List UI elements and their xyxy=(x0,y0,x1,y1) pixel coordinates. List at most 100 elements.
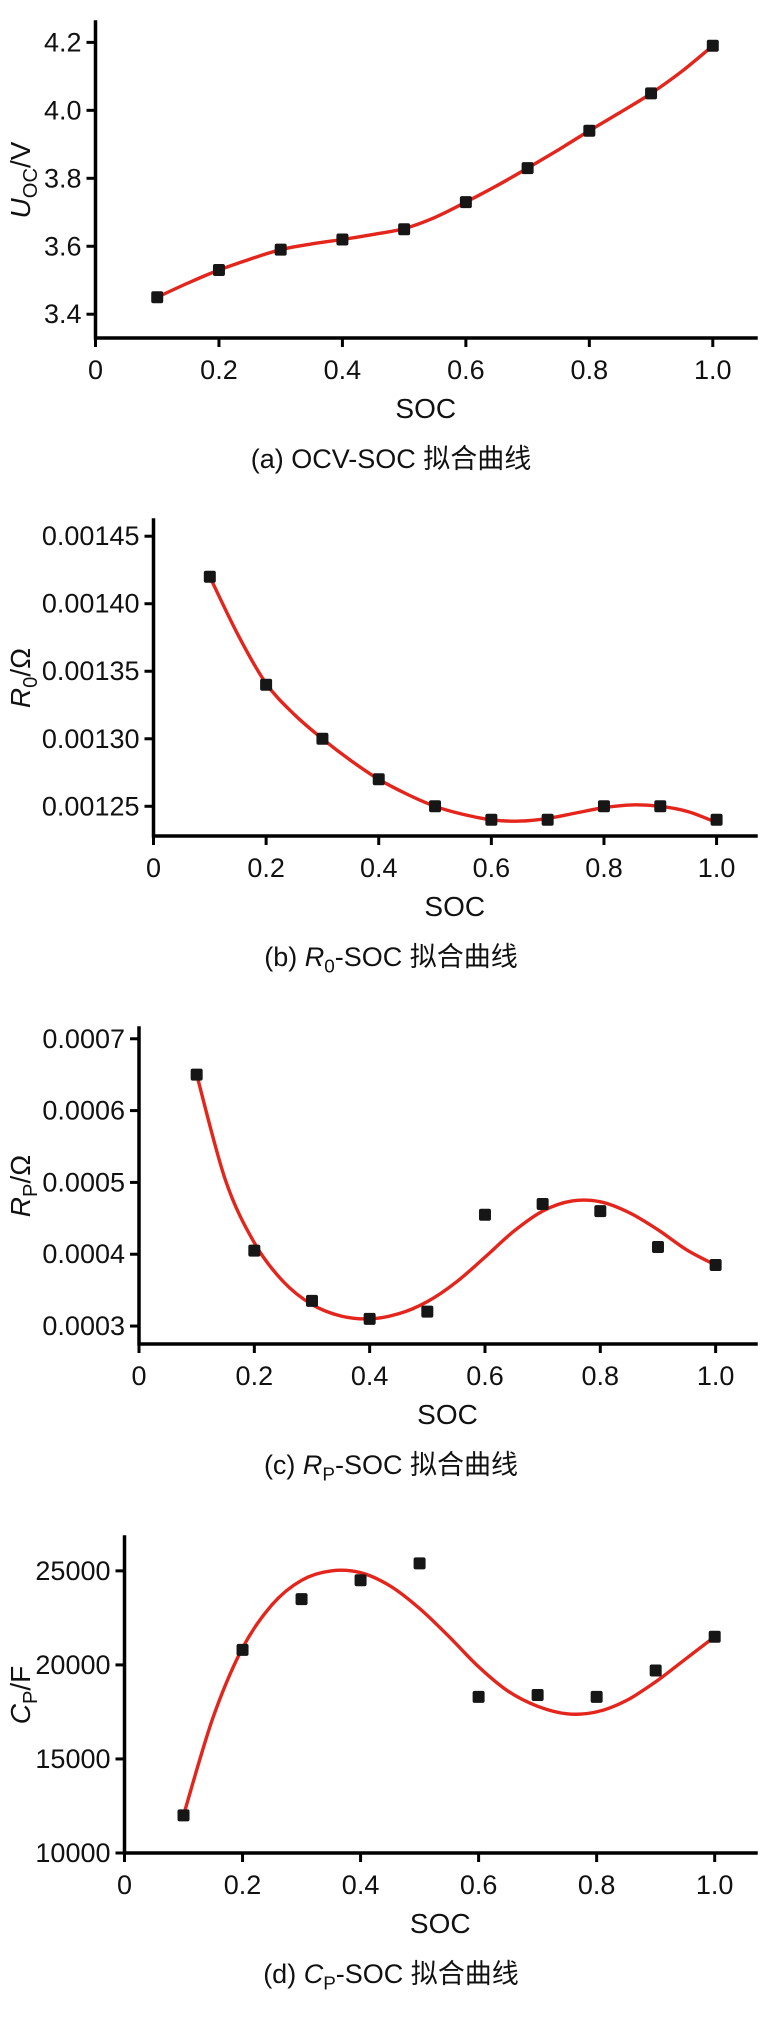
y-tick-label: 0.0004 xyxy=(42,1240,125,1270)
data-point xyxy=(485,813,498,826)
x-tick-label: 0.6 xyxy=(473,853,511,883)
y-tick-label: 0.00130 xyxy=(42,724,140,754)
data-point xyxy=(151,291,164,304)
data-point xyxy=(597,800,610,813)
x-tick-label: 0.2 xyxy=(236,1361,274,1391)
data-point xyxy=(536,1198,549,1211)
x-tick-label: 0.2 xyxy=(224,1870,262,1900)
y-axis-label: R0/Ω xyxy=(5,648,42,708)
data-point xyxy=(421,1306,434,1319)
data-points xyxy=(151,39,719,304)
y-tick-label: 4.0 xyxy=(44,95,82,125)
panel-d: 0 0.2 0.4 0.6 0.8 1.0 10000 15000 20000 25000 SOC C… xyxy=(0,1521,782,2001)
x-axis-ticks: 0 0.2 0.4 0.6 0.8 1.0 xyxy=(117,1852,733,1900)
y-tick-label: 25000 xyxy=(35,1556,110,1586)
data-point xyxy=(248,1245,261,1258)
data-points xyxy=(203,570,723,826)
x-axis-label: SOC xyxy=(417,1399,478,1430)
data-point xyxy=(594,1205,607,1218)
x-axis-label: SOC xyxy=(424,891,485,922)
x-tick-label: 0.6 xyxy=(466,1361,504,1391)
y-tick-label: 0.0006 xyxy=(42,1096,125,1126)
data-point xyxy=(354,1574,367,1587)
chart-ocv-soc: 0 0.2 0.4 0.6 0.8 1.0 3.4 3.6 3.8 4.0 4.2 SOC UOC/V xyxy=(5,20,758,424)
data-point xyxy=(521,162,534,175)
y-tick-label: 3.8 xyxy=(44,163,82,193)
data-point xyxy=(212,264,225,277)
y-tick-label: 15000 xyxy=(35,1744,110,1774)
y-tick-label: 0.00135 xyxy=(42,656,140,686)
y-axis-ticks: 10000 15000 20000 25000 xyxy=(35,1556,125,1868)
chart-rp-soc: 0 0.2 0.4 0.6 0.8 1.0 0.0003 0.0004 0.0005 0.0006… xyxy=(5,1024,758,1430)
panel-c: 0 0.2 0.4 0.6 0.8 1.0 0.0003 0.0004 0.0005 0.0006… xyxy=(0,1012,782,1492)
x-tick-label: 0.4 xyxy=(324,355,362,385)
x-tick-label: 0.4 xyxy=(342,1870,380,1900)
data-point xyxy=(316,732,329,745)
y-axis-ticks: 0.00125 0.00130 0.00135 0.00140 0.00145 xyxy=(42,521,154,821)
fit-curve xyxy=(181,1568,717,1817)
panel-a: 0 0.2 0.4 0.6 0.8 1.0 3.4 3.6 3.8 4.0 4.2 SOC UOC/V … xyxy=(0,6,782,476)
data-point xyxy=(236,1643,249,1656)
panel-b: 0 0.2 0.4 0.6 0.8 1.0 0.00125 0.00130 0.00135 0.0… xyxy=(0,504,782,984)
x-axis-label: SOC xyxy=(410,1908,471,1939)
data-point xyxy=(590,1690,603,1703)
fit-curve xyxy=(208,575,719,825)
caption-d: (d) CP-SOC 拟合曲线 xyxy=(263,1958,519,1995)
data-point xyxy=(541,813,554,826)
data-point xyxy=(459,196,472,209)
x-tick-label: 1.0 xyxy=(698,853,736,883)
data-point xyxy=(177,1809,190,1822)
chart-cp-soc: 0 0.2 0.4 0.6 0.8 1.0 10000 15000 20000 25000 SOC C… xyxy=(5,1535,758,1939)
data-point xyxy=(649,1664,662,1677)
x-tick-label: 0.8 xyxy=(578,1870,616,1900)
fit-curve xyxy=(195,1073,718,1322)
data-point xyxy=(398,223,411,236)
data-point xyxy=(203,570,216,583)
chart-r0-soc: 0 0.2 0.4 0.6 0.8 1.00.001250.001300.001350.0… xyxy=(5,518,758,922)
data-point xyxy=(583,124,596,137)
data-point xyxy=(429,800,442,813)
x-tick-label: 0 xyxy=(146,853,161,883)
y-tick-label: 3.4 xyxy=(44,299,82,329)
y-axis-label: CP/F xyxy=(5,1665,42,1724)
y-tick-label: 0.0005 xyxy=(42,1168,125,1198)
data-point xyxy=(260,678,273,691)
data-point xyxy=(363,1313,376,1326)
fit-curve xyxy=(155,44,715,299)
data-point xyxy=(190,1069,203,1082)
x-axis-ticks: 0 0.2 0.4 0.6 0.8 1.0 xyxy=(131,1344,734,1391)
x-tick-label: 0.6 xyxy=(447,355,485,385)
x-tick-label: 0.2 xyxy=(200,355,238,385)
x-tick-label: 0.8 xyxy=(585,853,623,883)
data-point xyxy=(651,1241,664,1254)
y-tick-label: 3.6 xyxy=(44,231,82,261)
data-point xyxy=(645,87,658,100)
y-axis-ticks: 3.4 3.6 3.8 4.0 4.2 xyxy=(44,27,96,329)
x-tick-label: 0.2 xyxy=(247,853,285,883)
data-point xyxy=(413,1557,426,1570)
x-tick-label: 0 xyxy=(117,1870,132,1900)
data-points xyxy=(177,1557,721,1822)
y-tick-label: 0.00125 xyxy=(42,791,140,821)
x-tick-label: 0.6 xyxy=(460,1870,498,1900)
y-tick-label: 0.00140 xyxy=(42,589,140,619)
caption-b: (b) R0-SOC 拟合曲线 xyxy=(264,942,518,978)
x-tick-label: 0.8 xyxy=(582,1361,620,1391)
y-tick-label: 10000 xyxy=(35,1838,110,1868)
y-tick-label: 0.0007 xyxy=(42,1024,125,1054)
x-tick-label: 1.0 xyxy=(694,355,732,385)
x-axis-label: SOC xyxy=(395,393,456,424)
x-tick-label: 0 xyxy=(131,1361,146,1391)
data-point xyxy=(478,1209,491,1222)
data-point xyxy=(336,233,349,246)
axes xyxy=(93,20,758,340)
x-axis-ticks: 0 0.2 0.4 0.6 0.8 1.0 xyxy=(146,836,735,883)
y-axis-label: RP/Ω xyxy=(5,1155,42,1217)
x-axis-ticks: 0 0.2 0.4 0.6 0.8 1.0 xyxy=(88,338,732,385)
data-point xyxy=(372,773,385,786)
data-point xyxy=(274,243,287,256)
y-tick-label: 0.00145 xyxy=(42,521,140,551)
x-tick-label: 0 xyxy=(88,355,103,385)
x-tick-label: 0.8 xyxy=(571,355,609,385)
